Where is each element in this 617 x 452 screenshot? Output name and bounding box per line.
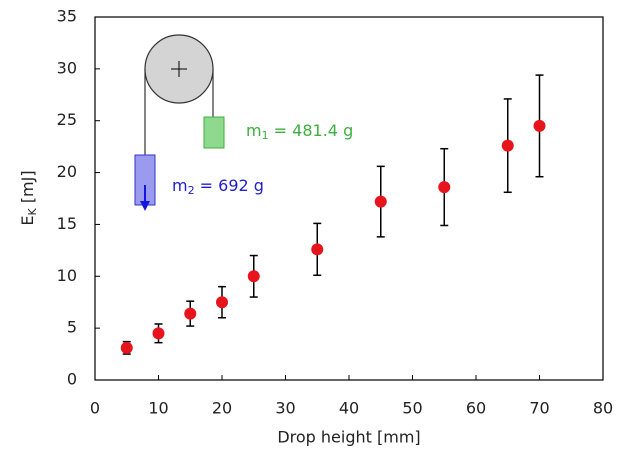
y-axis-label: EK [mJ] — [18, 170, 40, 225]
x-tick-label: 0 — [90, 399, 100, 418]
data-point — [501, 139, 514, 152]
data-point — [216, 296, 228, 309]
y-tick-label: 0 — [67, 370, 77, 389]
y-tick-label: 25 — [57, 110, 77, 129]
y-tick-label: 15 — [57, 214, 77, 233]
y-label-sub: K — [26, 207, 39, 215]
x-tick-label: 80 — [593, 399, 613, 418]
annotation-sub: 2 — [188, 184, 195, 197]
annotation-sub: 1 — [262, 129, 269, 142]
annotation-text: = 481.4 g — [269, 121, 354, 140]
data-point — [438, 181, 451, 194]
y-tick-label: 10 — [57, 266, 77, 285]
x-axis-label: Drop height [mm] — [277, 428, 420, 447]
data-point — [374, 195, 387, 208]
y-tick-label: 35 — [57, 7, 77, 26]
annotation-m2: m2 = 692 g — [172, 176, 264, 198]
y-tick-label: 20 — [57, 162, 77, 181]
data-point — [311, 243, 324, 256]
x-tick-label: 60 — [466, 399, 486, 418]
annotation-text: = 692 g — [195, 176, 264, 195]
x-tick-label: 20 — [212, 399, 232, 418]
y-label-text: E — [18, 215, 37, 225]
x-tick-label: 40 — [339, 399, 359, 418]
y-tick-label: 30 — [57, 58, 77, 77]
data-point — [247, 270, 260, 283]
annotation-m1: m1 = 481.4 g — [246, 121, 353, 143]
x-tick-label: 30 — [275, 399, 295, 418]
data-point — [120, 341, 133, 354]
x-tick-label: 70 — [529, 399, 549, 418]
annotation-text: m — [246, 121, 262, 140]
y-tick-label: 5 — [67, 318, 77, 337]
pulley-diagram — [134, 34, 225, 211]
x-tick-label: 10 — [148, 399, 168, 418]
data-point — [533, 119, 546, 132]
data-point — [184, 307, 197, 320]
data-point — [152, 327, 165, 340]
annotation-text: m — [172, 176, 188, 195]
y-label-text: [mJ] — [18, 170, 37, 208]
x-tick-label: 50 — [402, 399, 422, 418]
